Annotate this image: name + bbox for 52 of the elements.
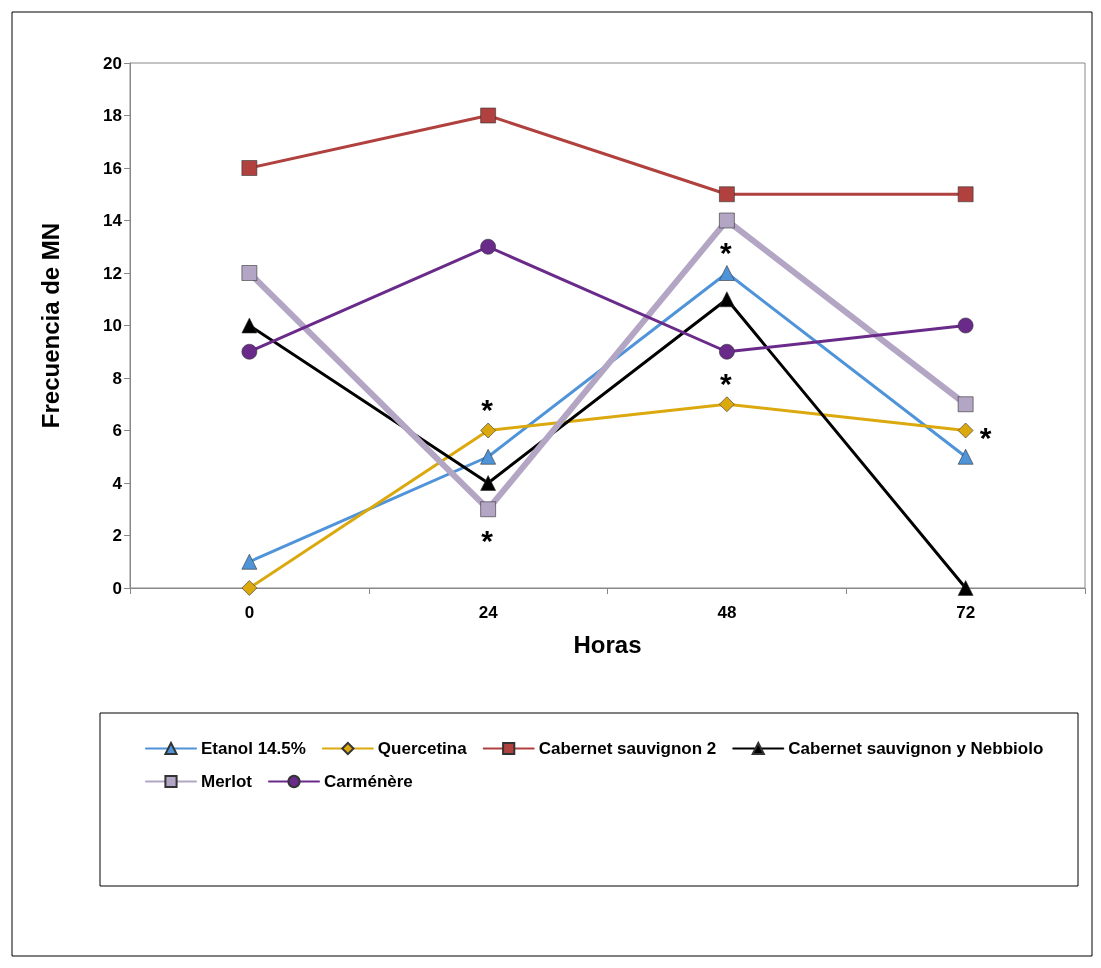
y-tick-label: 14 [103, 211, 123, 230]
y-tick-label: 4 [112, 473, 123, 493]
point [480, 422, 496, 439]
point [957, 580, 974, 596]
legend-label: Cabernet sauvignon 2 [538, 739, 717, 758]
point [719, 396, 735, 413]
legend-label: Quercetina [377, 739, 468, 758]
annotation: * [481, 523, 494, 557]
point [241, 553, 258, 570]
point [480, 238, 496, 255]
y-tick-label: 2 [112, 526, 122, 545]
point [719, 265, 735, 281]
point [241, 317, 258, 334]
legend-label: Cabernet sauvignon y Nebbiolo [788, 739, 1044, 758]
annotation: * [719, 366, 732, 400]
y-tick-label: 12 [103, 263, 122, 283]
legend-label: Carménère [324, 772, 413, 791]
point [480, 475, 496, 491]
point [957, 186, 974, 203]
y-tick-label: 16 [103, 158, 122, 178]
legend-label: Etanol 14.5% [201, 739, 306, 758]
x-tick-label: 24 [478, 603, 499, 622]
point [241, 580, 258, 596]
y-tick-label: 18 [103, 106, 122, 125]
annotation: * [979, 421, 992, 454]
legend-label: Merlot [201, 772, 253, 791]
y-tick-label: 20 [103, 53, 122, 73]
point [480, 501, 496, 518]
point [957, 317, 974, 334]
x-tick-label: 0 [244, 603, 255, 622]
y-tick-label: 6 [112, 421, 122, 440]
point [719, 212, 735, 229]
point [241, 343, 258, 360]
point [957, 396, 974, 413]
point [480, 448, 496, 465]
point [957, 422, 974, 439]
x-tick-label: 72 [956, 603, 976, 622]
y-tick-label: 10 [103, 316, 122, 335]
annotation: * [481, 393, 494, 426]
y-tick-label: 0 [112, 578, 122, 598]
point [719, 343, 735, 360]
point [241, 265, 258, 281]
y-tick-label: 8 [112, 368, 122, 388]
point [241, 160, 258, 176]
point [719, 291, 735, 308]
point [957, 448, 974, 465]
point [480, 107, 496, 124]
annotation: * [719, 235, 732, 269]
point [719, 186, 735, 203]
x-tick-label: 48 [717, 603, 737, 622]
y-axis-title: Frecuencia de MN [36, 222, 64, 429]
x-axis-title: Horas [573, 630, 642, 658]
